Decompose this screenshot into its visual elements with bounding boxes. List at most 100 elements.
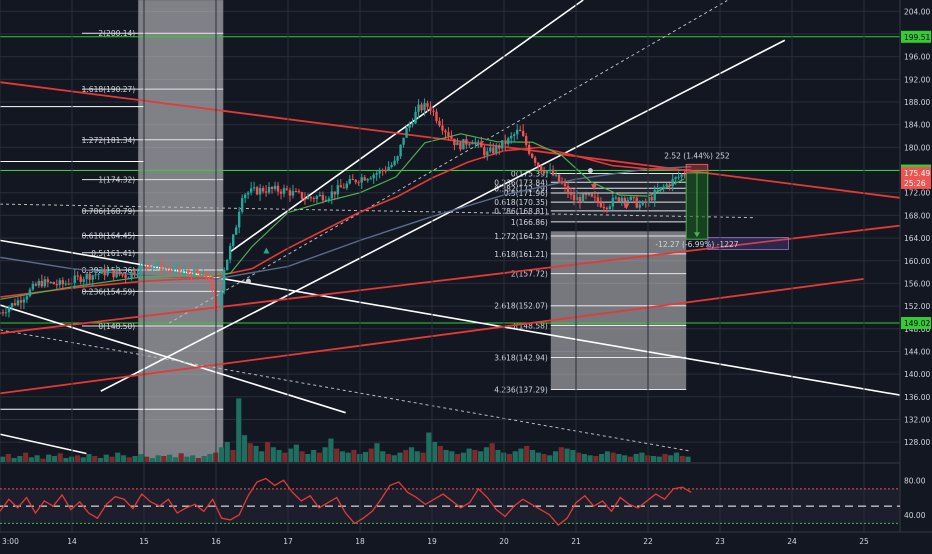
- candle-body: [273, 185, 277, 190]
- candle-body: [348, 179, 351, 184]
- time-tick-label: 20: [499, 537, 509, 546]
- fib-right-label: 0.5(171.96): [504, 189, 548, 198]
- candle-body: [202, 272, 205, 276]
- volume-bar: [478, 451, 484, 462]
- candle-body: [31, 284, 35, 290]
- time-tick-label: 14: [67, 537, 77, 546]
- candle-body: [581, 193, 585, 203]
- time-tick-label: 23: [715, 537, 725, 546]
- candle-body: [641, 201, 644, 205]
- candle-body: [76, 275, 79, 277]
- price-pane: 2(200.14) 1.618(190.27) 1.272(181.34) 1(174…: [0, 0, 900, 462]
- fib-right-label: 1(166.86): [511, 218, 548, 227]
- candle-body: [43, 279, 47, 287]
- fib-left-label: 2(200.14): [98, 29, 135, 38]
- candle-body: [626, 199, 630, 202]
- volume-bar: [385, 453, 392, 462]
- volume-bar: [483, 447, 489, 462]
- fib-right-label: 0.618(170.35): [494, 198, 548, 207]
- candle-body: [133, 271, 136, 275]
- candle-body: [109, 269, 112, 272]
- fib-left-label: 0(148.50): [98, 322, 135, 331]
- volume-bar: [380, 451, 386, 462]
- candle-body: [393, 160, 396, 165]
- time-tick-label: 22: [643, 537, 653, 546]
- candle-body: [554, 174, 558, 176]
- volume-bar: [432, 441, 438, 462]
- candle-body: [674, 177, 677, 180]
- candle-body: [264, 191, 268, 193]
- volume-bar: [115, 452, 121, 462]
- volume-bar: [512, 451, 518, 462]
- trendline: [100, 39, 786, 392]
- candle-body: [435, 111, 438, 121]
- candle-body: [315, 196, 319, 199]
- volume-bar: [362, 451, 369, 462]
- candle-body: [411, 123, 414, 125]
- candle-body: [34, 284, 38, 286]
- volume-bar: [437, 445, 443, 462]
- candle-body: [650, 197, 653, 201]
- volume-bar: [178, 453, 184, 462]
- volume-bar: [299, 451, 305, 462]
- volume-bar: [558, 447, 564, 462]
- candle-body: [593, 196, 597, 198]
- candle-body: [103, 269, 106, 276]
- price-axis-bg: [900, 0, 932, 550]
- candle-body: [483, 147, 486, 156]
- candle-body: [276, 185, 280, 192]
- candle-body: [623, 197, 627, 202]
- candle-body: [518, 129, 522, 132]
- candle-body: [178, 266, 181, 272]
- candle-body: [267, 186, 271, 193]
- volume-bar: [489, 443, 495, 462]
- rsi-tick-label: 40.00: [904, 511, 926, 520]
- candle-body: [354, 179, 357, 183]
- candle-body: [142, 263, 145, 266]
- candle-body: [402, 137, 405, 145]
- volume-bar: [552, 451, 559, 462]
- trendline: [0, 224, 900, 335]
- candle-body: [10, 303, 14, 308]
- candle-body: [82, 279, 85, 282]
- candle-body: [243, 194, 247, 199]
- candle-body: [611, 197, 615, 207]
- candle-body: [312, 198, 316, 200]
- candle-body: [492, 147, 495, 153]
- volume-bar: [368, 448, 374, 462]
- price-tick-label: 156.00: [904, 279, 930, 288]
- price-tick-label: 160.00: [904, 257, 930, 266]
- fib-right-label: 0.382(172.79): [494, 184, 548, 193]
- candle-body: [602, 206, 606, 208]
- candle-body: [459, 142, 462, 150]
- price-level-badge-label: 149.02: [904, 319, 930, 328]
- measure-arrow-head: [693, 232, 700, 238]
- candle-body: [438, 120, 441, 126]
- time-tick-label: 18: [355, 537, 365, 546]
- volume-bar: [345, 452, 351, 462]
- candle-body: [462, 139, 465, 150]
- candle-body: [255, 187, 259, 195]
- volume-bar: [633, 453, 639, 462]
- candle-body: [584, 193, 588, 195]
- time-tick-label: 3:00: [2, 537, 19, 546]
- candle-body: [28, 289, 32, 297]
- volume-bar: [656, 456, 662, 462]
- candle-body: [635, 197, 638, 208]
- candle-body: [79, 276, 82, 282]
- candle-body: [175, 266, 178, 268]
- candle-body: [196, 269, 199, 274]
- candle-body: [363, 177, 366, 181]
- volume-bar: [97, 457, 104, 462]
- candle-body: [97, 273, 100, 275]
- marker-arrow-up: [263, 247, 270, 254]
- volume-bar: [443, 449, 449, 462]
- volume-bar: [581, 453, 587, 462]
- time-axis-bg: [0, 532, 932, 550]
- candle-body: [37, 280, 41, 286]
- candle-body: [369, 178, 372, 180]
- candle-body: [327, 198, 331, 200]
- time-tick-label: 25: [859, 537, 869, 546]
